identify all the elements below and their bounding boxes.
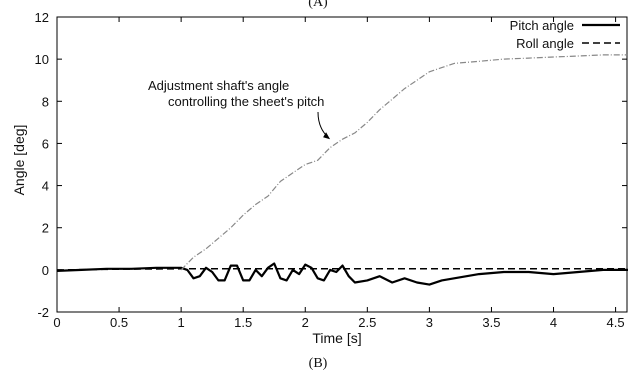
- series-line-2: [180, 54, 628, 271]
- y-tick-label: 2: [42, 221, 49, 236]
- y-tick-label: 10: [35, 52, 49, 67]
- plot-frame: [56, 16, 628, 313]
- x-tick-label: 3: [426, 315, 433, 330]
- caption-bottom: (B): [309, 356, 328, 371]
- x-tick-label: 1: [178, 315, 185, 330]
- x-tick-label: 2.5: [358, 315, 376, 330]
- x-tick-label: 1.5: [234, 315, 252, 330]
- x-tick-label: 4.5: [607, 315, 625, 330]
- y-tick-label: 8: [42, 94, 49, 109]
- annotation-line-2: controlling the sheet's pitch: [168, 94, 324, 109]
- x-tick-label: 0.5: [110, 315, 128, 330]
- y-tick-label: 4: [42, 179, 49, 194]
- x-tick-label: 0: [53, 315, 60, 330]
- y-tick-label: 6: [42, 136, 49, 151]
- series-line-1: [56, 268, 628, 271]
- y-tick-label: 0: [42, 263, 49, 278]
- x-axis-label: Time [s]: [312, 330, 361, 346]
- annotation-arrow-head: [323, 132, 331, 140]
- caption-top: (A): [308, 0, 328, 10]
- y-axis-label: Angle [deg]: [11, 125, 27, 196]
- y-tick-label: -2: [37, 305, 49, 320]
- x-tick-label: 3.5: [482, 315, 500, 330]
- legend-label-roll: Roll angle: [516, 36, 574, 51]
- x-tick-label: 4: [550, 315, 557, 330]
- y-tick-label: 12: [35, 10, 49, 25]
- x-tick-label: 2: [302, 315, 309, 330]
- legend-label-pitch: Pitch angle: [510, 18, 574, 33]
- annotation-line-1: Adjustment shaft's angle: [148, 78, 289, 93]
- series-line-0: [56, 262, 628, 286]
